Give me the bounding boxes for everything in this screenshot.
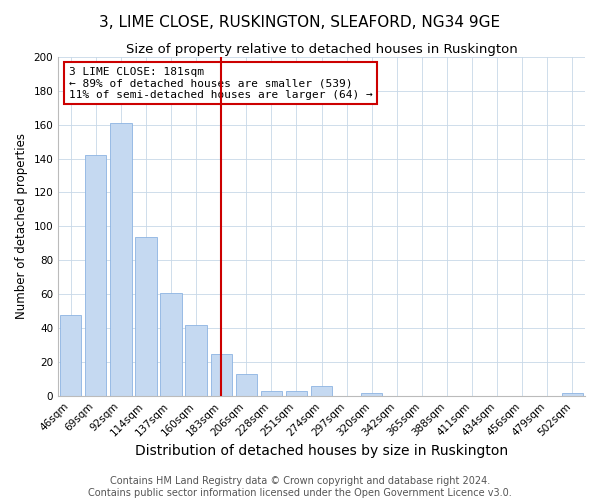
Bar [60, 314, 82, 396]
Bar [286, 391, 307, 396]
Bar [136, 236, 157, 396]
Y-axis label: Number of detached properties: Number of detached properties [15, 134, 28, 320]
Bar [261, 391, 282, 396]
Text: 3 LIME CLOSE: 181sqm
← 89% of detached houses are smaller (539)
11% of semi-deta: 3 LIME CLOSE: 181sqm ← 89% of detached h… [69, 67, 373, 100]
Bar [361, 393, 382, 396]
Text: Contains HM Land Registry data © Crown copyright and database right 2024.
Contai: Contains HM Land Registry data © Crown c… [88, 476, 512, 498]
Bar [236, 374, 257, 396]
Bar [85, 155, 106, 396]
Bar [110, 123, 131, 396]
Text: 3, LIME CLOSE, RUSKINGTON, SLEAFORD, NG34 9GE: 3, LIME CLOSE, RUSKINGTON, SLEAFORD, NG3… [100, 15, 500, 30]
Title: Size of property relative to detached houses in Ruskington: Size of property relative to detached ho… [126, 42, 517, 56]
Bar [311, 386, 332, 396]
X-axis label: Distribution of detached houses by size in Ruskington: Distribution of detached houses by size … [135, 444, 508, 458]
Bar [160, 292, 182, 396]
Bar [562, 393, 583, 396]
Bar [185, 325, 207, 396]
Bar [211, 354, 232, 396]
